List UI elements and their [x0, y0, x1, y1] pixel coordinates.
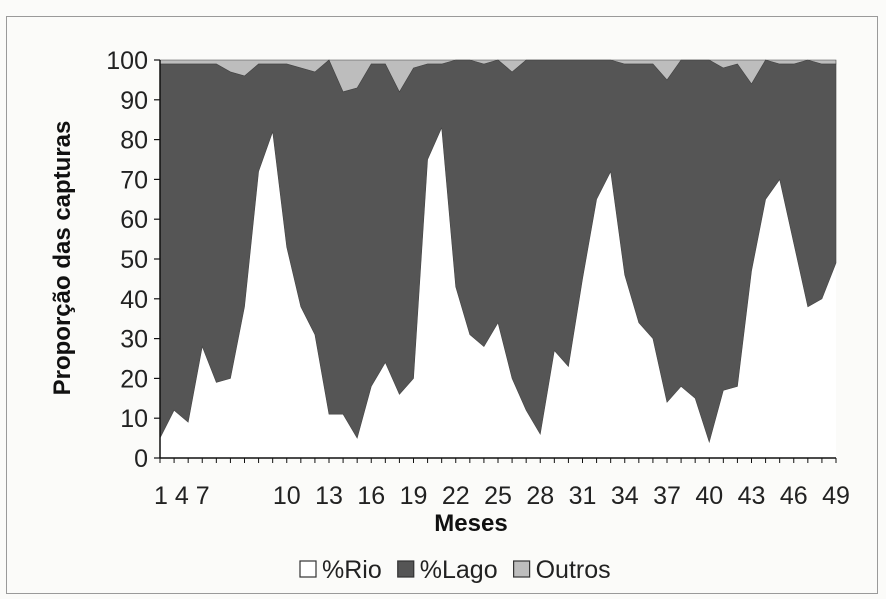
x-tick-label: 13 — [315, 482, 343, 510]
y-tick-label: 90 — [120, 87, 148, 115]
y-tick-label: 50 — [120, 246, 148, 274]
y-tick-label: 70 — [120, 166, 148, 194]
legend-swatch-outros — [513, 560, 531, 578]
x-tick-label: 25 — [484, 482, 512, 510]
y-tick-label: 0 — [134, 445, 148, 473]
y-tick-label: 40 — [120, 286, 148, 314]
y-tick-label: 60 — [120, 206, 148, 234]
y-tick-label: 100 — [106, 47, 148, 75]
x-axis-ticks: 1 4 7 10 13 16 19 22 25 28 31 34 37 40 43 46 49 — [154, 458, 850, 510]
legend: %Rio %Lago Outros — [299, 556, 611, 584]
y-tick-label: 20 — [120, 365, 148, 393]
x-axis-title: Meses — [434, 510, 507, 537]
legend-label-lago: %Lago — [420, 556, 498, 584]
area-series-rio — [160, 127, 836, 458]
x-tick-label: 40 — [695, 482, 723, 510]
x-tick-label: 22 — [442, 482, 470, 510]
x-tick-label: 19 — [400, 482, 428, 510]
legend-label-outros: Outros — [536, 556, 611, 584]
x-tick-label: 31 — [569, 482, 597, 510]
y-axis-ticks: 0 10 20 30 40 50 60 70 80 90 100 — [106, 47, 160, 473]
series-areas — [159, 59, 837, 458]
x-tick-label: 16 — [357, 482, 385, 510]
x-tick-label: 43 — [738, 482, 766, 510]
x-tick-label: 46 — [780, 482, 808, 510]
legend-label-rio: %Rio — [322, 556, 382, 584]
y-axis-title: Proporção das capturas — [49, 121, 76, 396]
legend-swatch-rio — [299, 560, 317, 578]
y-tick-label: 30 — [120, 326, 148, 354]
x-tick-label: 49 — [822, 482, 850, 510]
legend-swatch-lago — [397, 560, 415, 578]
x-tick-label: 10 — [273, 482, 301, 510]
x-tick-label: 37 — [653, 482, 681, 510]
y-tick-label: 80 — [120, 127, 148, 155]
x-tick-label: 1 4 7 — [154, 482, 210, 510]
x-tick-label: 34 — [611, 482, 639, 510]
y-tick-label: 10 — [120, 405, 148, 433]
x-tick-label: 28 — [526, 482, 554, 510]
chart-frame — [6, 16, 878, 594]
area-series-outros — [159, 59, 837, 93]
